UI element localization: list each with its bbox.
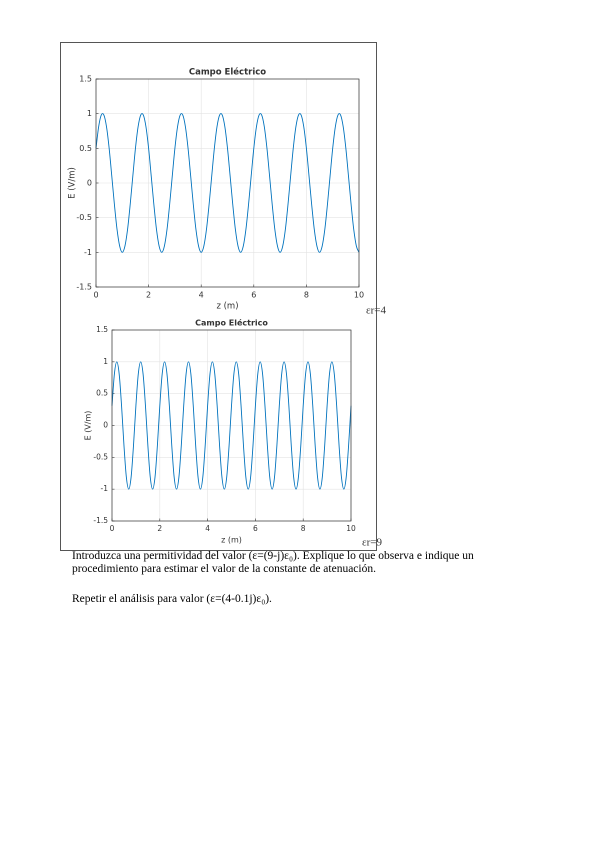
chart-title: Campo Eléctrico (189, 67, 266, 78)
x-tick-label: 2 (157, 524, 162, 533)
y-tick-label: 0 (103, 421, 108, 430)
paragraph: Introduzca una permitividad del valor (ε… (72, 550, 474, 575)
y-tick-label: -1.5 (76, 283, 92, 292)
y-tick-label: -1.5 (93, 516, 108, 525)
y-tick-label: 0 (87, 179, 92, 188)
chart-title: Campo Eléctrico (195, 318, 268, 328)
y-tick-label: 1.5 (96, 325, 108, 334)
x-tick-label: 0 (93, 291, 98, 300)
x-axis-label: z (m) (216, 302, 238, 312)
y-tick-label: 0.5 (79, 144, 92, 153)
y-tick-label: -0.5 (93, 452, 108, 461)
x-tick-label: 4 (199, 291, 204, 300)
x-tick-label: 10 (354, 291, 364, 300)
x-axis-label: z (m) (221, 536, 242, 545)
y-tick-label: -1 (101, 484, 109, 493)
y-tick-label: -1 (84, 248, 92, 257)
y-tick-label: 1.5 (79, 75, 92, 84)
axes-box (95, 78, 360, 288)
y-axis-label: E (V/m) (68, 167, 78, 199)
y-tick-label: 1 (87, 109, 92, 118)
x-tick-label: 8 (304, 291, 309, 300)
axes-box (111, 329, 352, 522)
x-tick-label: 4 (205, 524, 210, 533)
annotation: εr=9 (362, 537, 382, 549)
paragraph: Repetir el análisis para valor (ε=(4-0.1… (72, 593, 272, 605)
x-tick-label: 6 (251, 291, 256, 300)
x-tick-label: 8 (301, 524, 306, 533)
y-tick-label: 1 (103, 357, 108, 366)
y-tick-label: 0.5 (96, 389, 108, 398)
annotation: εr=4 (366, 305, 386, 317)
figure-frame (60, 42, 377, 551)
data-line (111, 361, 352, 490)
y-tick-label: -0.5 (76, 213, 92, 222)
y-axis-label: E (V/m) (84, 411, 93, 441)
x-tick-label: 6 (253, 524, 258, 533)
data-line (95, 113, 360, 253)
x-tick-label: 2 (146, 291, 151, 300)
x-tick-label: 10 (346, 524, 356, 533)
x-tick-label: 0 (110, 524, 115, 533)
